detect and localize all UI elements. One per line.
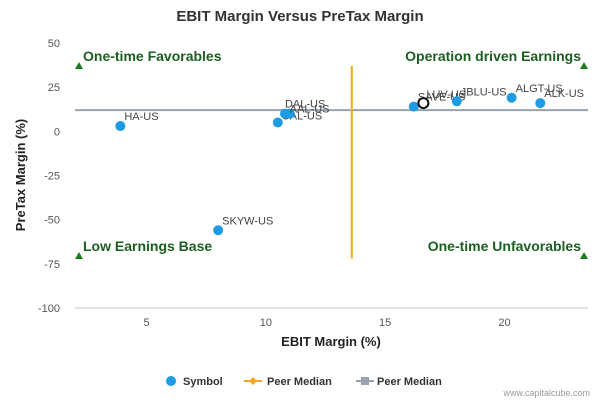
data-point [506,92,517,103]
quadrant-label-top-left: One-time Favorables [83,48,222,64]
data-point [284,108,295,119]
quadrant-labels: One-time Favorables Operation driven Earn… [75,48,588,259]
data-point-highlighted [417,97,430,110]
y-tick-label: -25 [44,171,60,183]
data-point [408,101,419,112]
data-point [213,225,224,236]
triangle-marker-icon [75,252,83,259]
legend-label: Peer Median [377,376,442,388]
legend-item-peer-median-vertical[interactable]: Peer Median [244,376,332,388]
data-point-label: HA-US [124,111,158,123]
y-axis-ticks: 50 25 0 -25 -50 -75 -100 [38,38,60,315]
x-tick-label: 20 [498,317,510,329]
x-tick-label: 10 [260,317,272,329]
data-point [272,117,283,128]
x-axis-title: EBIT Margin (%) [281,334,381,349]
triangle-marker-icon [580,62,588,69]
triangle-marker-icon [580,252,588,259]
y-tick-label: 50 [48,38,60,50]
data-point [115,121,126,132]
y-tick-label: -100 [38,303,60,315]
x-axis-ticks: 5 10 15 20 [144,317,511,329]
x-tick-label: 15 [379,317,391,329]
legend-square-icon [361,377,369,385]
credit-text: www.capitalcube.com [502,388,590,398]
y-tick-label: -50 [44,215,60,227]
legend-label: Symbol [183,376,223,388]
data-point [451,96,462,107]
quadrant-label-top-right: Operation driven Earnings [405,48,581,64]
data-point-label: AAL-US [290,104,330,116]
data-point [535,98,546,109]
data-point-label: SKYW-US [222,215,273,227]
legend-item-peer-median-horizontal[interactable]: Peer Median [356,376,442,388]
y-tick-label: 0 [54,126,60,138]
legend-item-symbol[interactable]: Symbol [166,376,223,388]
y-tick-label: 25 [48,82,60,94]
peer-median-lines [75,65,588,259]
data-point-label: JBLU-US [461,86,507,98]
quadrant-label-bottom-left: Low Earnings Base [83,238,212,254]
y-tick-label: -75 [44,259,60,271]
chart-title: EBIT Margin Versus PreTax Margin [176,8,423,25]
data-point-label: DAL-US [285,99,325,111]
legend-dot-icon [166,376,176,386]
legend: Symbol Peer Median Peer Median [166,376,442,388]
quadrant-label-bottom-right: One-time Unfavorables [428,238,581,254]
data-point-label: ALGT-US [516,83,563,95]
data-point-label: ALK-US [544,88,584,100]
x-tick-label: 5 [144,317,150,329]
y-axis-title: PreTax Margin (%) [13,119,28,231]
triangle-marker-icon [75,62,83,69]
legend-label: Peer Median [267,376,332,388]
data-points: HA-USSKYW-USUAL-USDAL-USAAL-USSAVE-USLUV… [115,83,584,236]
legend-diamond-icon [249,377,257,385]
